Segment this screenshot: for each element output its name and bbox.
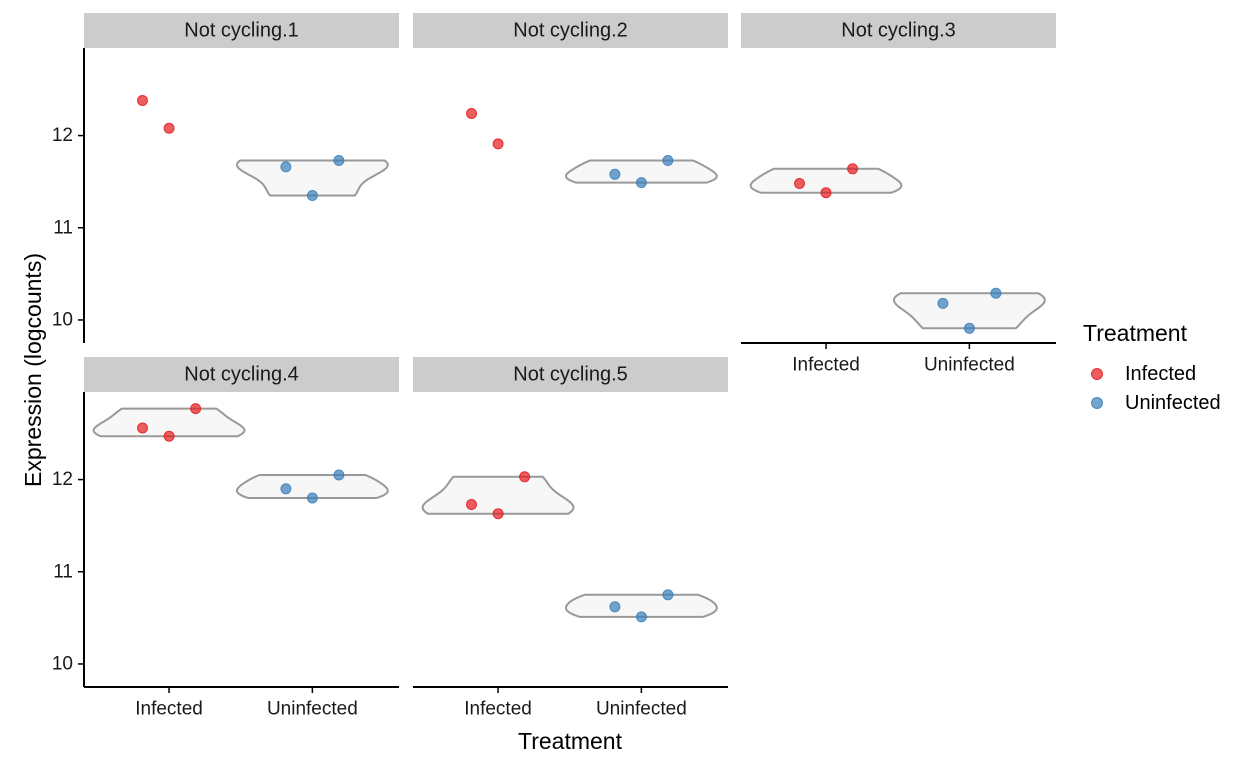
point-uninfected	[306, 492, 318, 504]
facet-not-cycling-4: Not cycling.4 10 11 12 Infected Uninfected	[52, 357, 399, 720]
point-uninfected	[306, 190, 318, 201]
y-tick-label: 10	[52, 653, 73, 674]
facet-strip	[84, 357, 399, 392]
point-uninfected	[990, 287, 1002, 299]
x-tick-label: Infected	[135, 699, 203, 720]
facet-strip-label: Not cycling.3	[841, 20, 956, 42]
violin-uninfected	[236, 474, 389, 499]
facet-strip	[741, 13, 1056, 48]
point-infected	[794, 178, 805, 189]
point-uninfected	[280, 161, 292, 173]
facet-strip-label: Not cycling.4	[184, 364, 299, 386]
legend-label-uninfected: Uninfected	[1125, 392, 1221, 414]
violin-uninfected	[893, 292, 1046, 330]
point-infected	[163, 430, 175, 442]
facet-strip	[413, 357, 728, 392]
facet-not-cycling-2: Not cycling.2	[413, 13, 728, 189]
point-uninfected	[635, 177, 647, 189]
point-infected	[847, 163, 859, 175]
legend-label-infected: Infected	[1125, 363, 1196, 385]
legend: Treatment Infected Uninfected	[1083, 320, 1221, 414]
legend-title: Treatment	[1083, 320, 1188, 346]
point-infected	[466, 108, 477, 119]
point-infected	[137, 95, 148, 106]
point-infected	[137, 422, 148, 434]
x-tick-label: Uninfected	[267, 699, 358, 720]
point-uninfected	[662, 155, 674, 166]
point-uninfected	[662, 589, 674, 601]
point-infected	[492, 508, 504, 520]
legend-items: Infected Uninfected	[1091, 363, 1221, 414]
violin-infected	[749, 167, 903, 194]
facet-not-cycling-1: Not cycling.1 10 11 12	[52, 13, 399, 343]
facet-strip	[413, 13, 728, 48]
point-infected	[466, 499, 477, 510]
point-infected	[519, 471, 531, 483]
violin-uninfected	[565, 159, 718, 184]
point-uninfected	[280, 483, 292, 495]
facet-strip-label: Not cycling.1	[184, 20, 299, 42]
violin-uninfected	[565, 593, 718, 618]
violin-infected	[421, 475, 575, 515]
point-uninfected	[609, 168, 621, 180]
point-uninfected	[333, 155, 345, 166]
point-infected	[820, 187, 832, 199]
legend-key-uninfected	[1091, 397, 1103, 409]
point-uninfected	[963, 322, 975, 334]
point-infected	[190, 403, 202, 415]
point-uninfected	[333, 469, 345, 481]
point-uninfected	[937, 297, 949, 309]
facet-strip-label: Not cycling.5	[513, 364, 628, 386]
point-uninfected	[635, 611, 647, 623]
facet-not-cycling-3: Not cycling.3 Infected Uninfected	[741, 13, 1056, 376]
x-tick-label: Uninfected	[924, 355, 1015, 376]
facet-not-cycling-5: Not cycling.5 Infected Uninfected	[413, 357, 728, 720]
legend-key-infected	[1091, 368, 1103, 380]
facet-strip	[84, 13, 399, 48]
y-tick-label: 10	[52, 309, 73, 330]
x-tick-label: Infected	[792, 355, 860, 376]
x-tick-label: Uninfected	[596, 699, 687, 720]
point-infected	[492, 138, 504, 150]
point-uninfected	[609, 601, 621, 613]
violin-uninfected	[236, 159, 389, 197]
x-axis-title: Treatment	[518, 728, 623, 754]
y-axis-title: Expression (logcounts)	[20, 253, 46, 487]
y-tick-label: 12	[52, 125, 73, 146]
y-tick-label: 12	[52, 469, 73, 490]
point-infected	[163, 122, 175, 134]
facet-strip-label: Not cycling.2	[513, 20, 628, 42]
x-tick-label: Infected	[464, 699, 532, 720]
violin-infected	[92, 407, 246, 438]
y-tick-label: 11	[53, 561, 73, 582]
y-tick-label: 11	[53, 217, 73, 238]
facet-panels: Not cycling.1 10 11 12 Not cycling.2 Not cycl…	[52, 13, 1056, 720]
